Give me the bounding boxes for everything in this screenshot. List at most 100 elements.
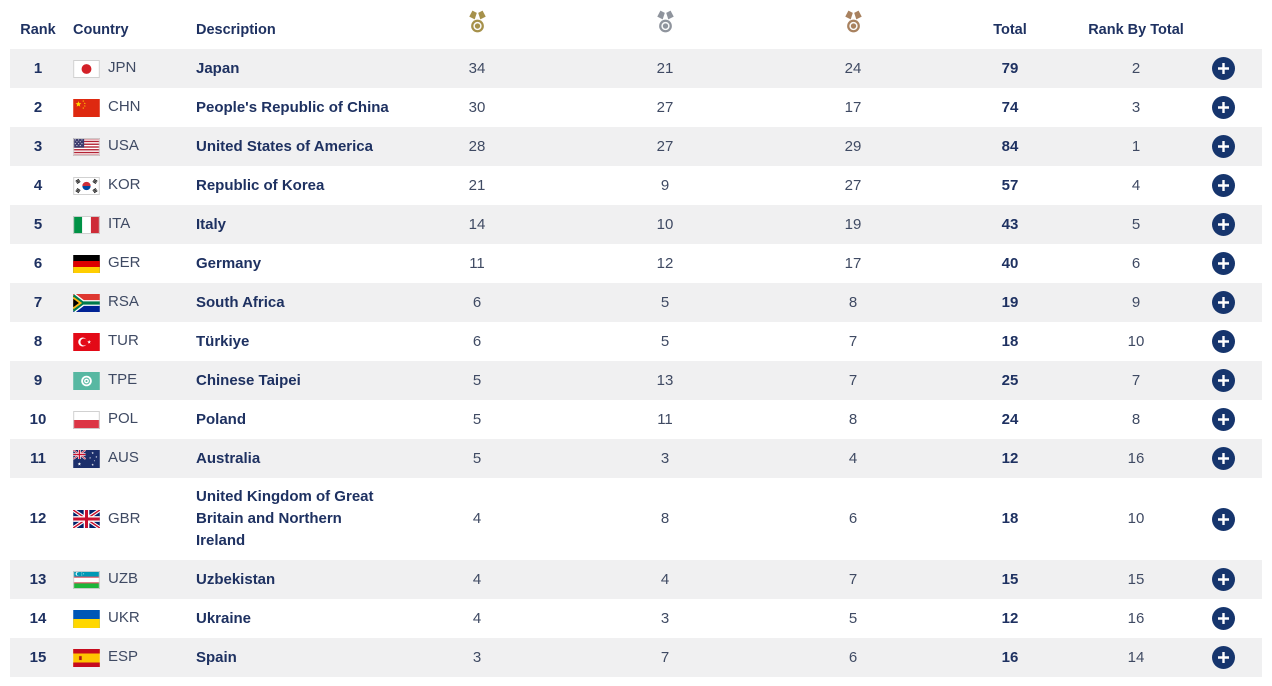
table-row: 2 CHN People's Republic of China 30 27 1… (10, 88, 1262, 127)
expand-row-button[interactable] (1211, 568, 1235, 591)
rank-by-total-cell: 1 (1131, 137, 1141, 155)
country-cell: JPN (66, 49, 194, 88)
rank-cell: 6 (33, 254, 43, 272)
expand-row-button[interactable] (1211, 646, 1235, 669)
total-count: 15 (1001, 570, 1019, 588)
total-count: 40 (1001, 254, 1019, 272)
plus-icon (1212, 213, 1235, 236)
gold-count: 5 (472, 371, 482, 389)
column-header-description: Description (196, 22, 276, 38)
expand-row-button[interactable] (1211, 369, 1235, 392)
country-cell: GER (66, 244, 194, 283)
silver-count: 3 (660, 609, 670, 627)
table-row: 15 ESP Spain 3 7 6 16 14 (10, 638, 1262, 677)
country-code: USA (108, 137, 139, 155)
country-code: CHN (108, 98, 141, 116)
total-count: 57 (1001, 176, 1019, 194)
bronze-count: 29 (844, 137, 862, 155)
country-name: Spain (196, 648, 237, 666)
country-cell: POL (66, 400, 194, 439)
country-flag-icon (73, 332, 100, 351)
expand-row-button[interactable] (1211, 252, 1235, 275)
country-name: Republic of Korea (196, 176, 325, 194)
bronze-count: 7 (848, 570, 858, 588)
actions-cell (1184, 638, 1262, 677)
expand-row-button[interactable] (1211, 507, 1235, 531)
silver-count: 9 (660, 176, 670, 194)
total-count: 18 (1001, 332, 1019, 350)
table-row: 12 GBR United Kingdom of Great Britain a… (10, 478, 1262, 560)
gold-count: 11 (469, 254, 485, 272)
expand-row-button[interactable] (1211, 447, 1235, 470)
column-header-gold (398, 6, 556, 49)
expand-row-button[interactable] (1211, 408, 1235, 431)
country-code: TUR (108, 332, 139, 350)
country-cell: ESP (66, 638, 194, 677)
country-flag-icon (73, 371, 100, 390)
actions-cell (1184, 439, 1262, 478)
country-flag-icon (73, 176, 100, 195)
expand-row-button[interactable] (1211, 57, 1235, 80)
plus-icon (1212, 291, 1235, 314)
gold-count: 6 (472, 293, 482, 311)
country-flag-icon (73, 648, 100, 667)
table-row: 6 GER Germany 11 12 17 40 6 (10, 244, 1262, 283)
country-cell: TPE (66, 361, 194, 400)
actions-cell (1184, 127, 1262, 166)
expand-row-button[interactable] (1211, 291, 1235, 314)
table-row: 9 TPE Chinese Taipei 5 13 7 25 7 (10, 361, 1262, 400)
country-name: Poland (196, 410, 247, 428)
expand-row-button[interactable] (1211, 174, 1235, 197)
total-count: 43 (1001, 215, 1019, 233)
silver-count: 5 (660, 293, 670, 311)
country-flag-icon (73, 293, 100, 312)
column-header-bronze (774, 6, 932, 49)
rank-by-total-cell: 16 (1127, 609, 1145, 627)
country-name: Chinese Taipei (196, 371, 301, 389)
gold-count: 5 (472, 449, 482, 467)
actions-cell (1184, 560, 1262, 599)
bronze-count: 19 (844, 215, 862, 233)
expand-row-button[interactable] (1211, 330, 1235, 353)
rank-by-total-cell: 8 (1131, 410, 1141, 428)
country-flag-icon (73, 59, 100, 78)
expand-row-button[interactable] (1211, 607, 1235, 630)
plus-icon (1212, 607, 1235, 630)
country-flag-icon (73, 254, 100, 273)
country-cell: KOR (66, 166, 194, 205)
country-name: Germany (196, 254, 262, 272)
plus-icon (1212, 135, 1235, 158)
bronze-medal-icon (843, 10, 864, 34)
actions-cell (1184, 205, 1262, 244)
country-cell: ITA (66, 205, 194, 244)
rank-by-total-cell: 15 (1127, 570, 1145, 588)
country-flag-icon (73, 609, 100, 628)
rank-cell: 11 (30, 449, 46, 467)
rank-by-total-cell: 6 (1131, 254, 1141, 272)
actions-cell (1184, 244, 1262, 283)
rank-cell: 2 (33, 98, 43, 116)
plus-icon (1212, 96, 1235, 119)
silver-count: 7 (660, 648, 670, 666)
country-code: ESP (108, 648, 139, 666)
bronze-count: 17 (844, 254, 862, 272)
country-cell: USA (66, 127, 194, 166)
country-name: Uzbekistan (196, 570, 276, 588)
expand-row-button[interactable] (1211, 213, 1235, 236)
table-row: 10 POL Poland 5 11 8 24 8 (10, 400, 1262, 439)
total-count: 18 (1001, 510, 1019, 527)
gold-count: 4 (472, 570, 482, 588)
country-code: UZB (108, 570, 138, 588)
expand-row-button[interactable] (1211, 96, 1235, 119)
country-code: AUS (108, 449, 139, 467)
plus-icon (1212, 408, 1235, 431)
country-name: United States of America (196, 137, 373, 155)
rank-cell: 1 (33, 59, 43, 77)
silver-count: 21 (656, 59, 674, 77)
country-name: Japan (196, 59, 240, 77)
actions-cell (1184, 88, 1262, 127)
gold-count: 4 (472, 510, 482, 527)
column-header-rank-by-total: Rank By Total (1088, 22, 1184, 38)
rank-by-total-cell: 14 (1127, 648, 1145, 666)
expand-row-button[interactable] (1211, 135, 1235, 158)
